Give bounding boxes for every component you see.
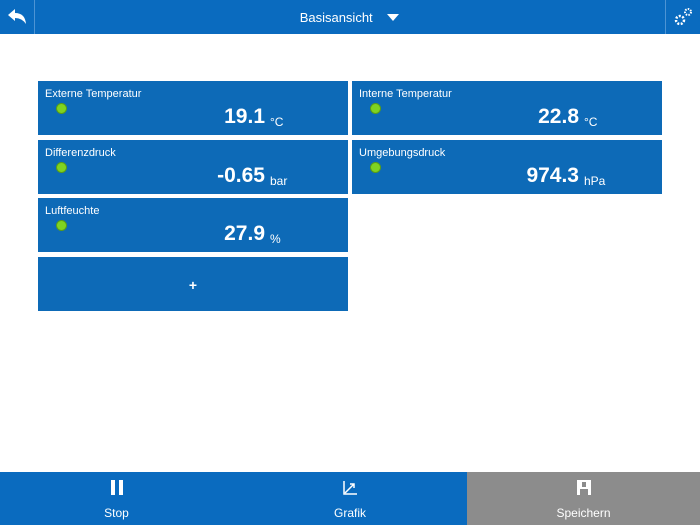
- add-tile[interactable]: +: [38, 257, 348, 311]
- sensor-label: Luftfeuchte: [45, 205, 100, 217]
- sensor-tile[interactable]: Differenzdruck -0.65 bar: [38, 139, 348, 194]
- sensor-tile[interactable]: Umgebungsdruck 974.3 hPa: [352, 139, 662, 194]
- back-button[interactable]: [0, 0, 35, 34]
- sensor-label: Umgebungsdruck: [359, 146, 446, 159]
- sensor-unit: °C: [270, 115, 284, 129]
- status-indicator: [56, 103, 67, 114]
- back-icon: [8, 9, 26, 24]
- status-indicator: [56, 220, 67, 231]
- save-icon: [576, 480, 591, 495]
- sensor-tile[interactable]: Luftfeuchte 27.9%: [38, 198, 348, 252]
- dropdown-icon: [387, 14, 400, 21]
- status-indicator: [370, 161, 381, 173]
- view-title: Basisansicht: [299, 10, 373, 25]
- sensor-value: -0.65: [217, 163, 265, 187]
- button-label: Stop: [104, 506, 129, 520]
- sensor-tile[interactable]: Externe Temperatur 19.1 °C: [38, 81, 348, 135]
- sensor-label: Externe Temperatur: [45, 88, 142, 100]
- add-label: +: [188, 277, 198, 293]
- sensor-unit: °C: [584, 115, 598, 129]
- graph-icon: [343, 481, 357, 495]
- sensor-value: 19.1: [224, 105, 265, 128]
- sensor-unit: hPa: [584, 173, 606, 188]
- stop-button[interactable]: Stop: [0, 472, 233, 525]
- sensor-label: Interne Temperatur: [359, 88, 452, 100]
- button-label: Grafik: [333, 506, 366, 520]
- sensor-value: 22.8: [538, 105, 579, 128]
- save-button[interactable]: Speichern: [467, 472, 700, 525]
- graph-button[interactable]: Grafik: [233, 472, 467, 525]
- settings-button[interactable]: [665, 0, 700, 34]
- settings-icon: [674, 8, 692, 26]
- view-selector[interactable]: Basisansicht: [0, 10, 700, 25]
- status-indicator: [370, 103, 381, 114]
- sensor-tile[interactable]: Interne Temperatur 22.8 °C: [352, 81, 662, 135]
- sensor-value: 974.3: [526, 163, 579, 187]
- pause-icon: [110, 480, 123, 495]
- sensor-unit: bar: [270, 173, 288, 188]
- top-bar: Basisansicht: [0, 0, 700, 34]
- sensor-value: 27.9: [224, 222, 265, 245]
- sensor-unit: %: [270, 232, 281, 246]
- sensor-label: Differenzdruck: [45, 146, 116, 159]
- button-label: Speichern: [556, 506, 611, 520]
- status-indicator: [56, 161, 67, 173]
